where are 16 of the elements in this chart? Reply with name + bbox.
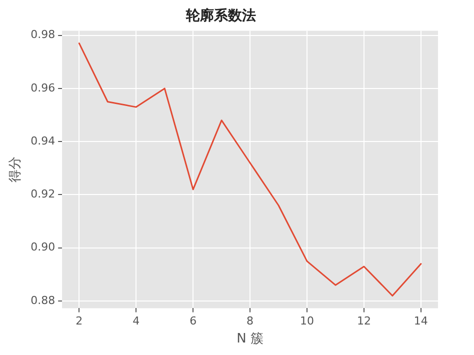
x-tick-label: 4: [132, 314, 140, 328]
y-axis-title: 得分: [8, 156, 24, 182]
y-tick-label: 0.94: [30, 134, 56, 148]
y-tick-label: 0.90: [30, 240, 56, 254]
y-tick-label: 0.98: [30, 28, 56, 42]
x-tick-label: 2: [76, 314, 83, 328]
x-tick-label: 14: [414, 314, 428, 328]
y-tick-label: 0.88: [30, 294, 56, 307]
x-tick-label: 12: [356, 314, 371, 328]
chart-title: 轮廓系数法: [185, 7, 256, 24]
x-tick-label: 8: [246, 314, 254, 328]
y-tick-label: 0.96: [30, 81, 56, 94]
x-tick-label: 10: [300, 314, 314, 328]
x-axis-title: N 簇: [236, 332, 264, 347]
x-tick-label: 6: [190, 314, 197, 328]
y-tick-label: 0.92: [30, 188, 56, 201]
